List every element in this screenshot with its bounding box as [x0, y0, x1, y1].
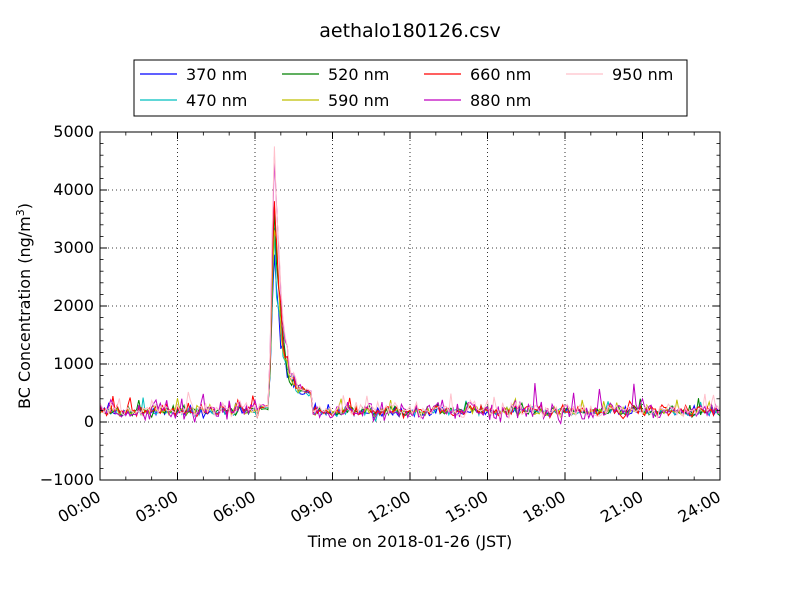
grid-lines: [100, 132, 720, 480]
y-tick-label: 5000: [53, 122, 94, 141]
chart-title: aethalo180126.csv: [319, 20, 501, 42]
x-tick-label: 09:00: [287, 487, 336, 527]
y-tick-label: 4000: [53, 180, 94, 199]
legend-label: 370 nm: [186, 65, 247, 84]
y-axis-label-main: BC Concentration (ng/m: [15, 216, 34, 409]
y-tick-label: 1000: [53, 354, 94, 373]
x-tick-label: 21:00: [597, 487, 646, 527]
y-axis-label: BC Concentration (ng/m3): [14, 203, 34, 409]
legend: 370 nm 470 nm 520 nm 590 nm 660 nm 880 nm 950 …: [133, 59, 688, 117]
legend-label: 660 nm: [470, 65, 531, 84]
x-tick-label: 15:00: [442, 487, 491, 527]
legend-label: 520 nm: [328, 65, 389, 84]
legend-label: 590 nm: [328, 91, 389, 110]
plot-area: −1000 0 1000 2000 3000 4000 5000 00:00 03:00 06:…: [40, 122, 724, 527]
y-axis-label-sup: 3: [14, 209, 27, 216]
series-lines: [100, 146, 720, 425]
x-tick-label: 12:00: [365, 487, 414, 527]
series-line-880-nm: [100, 156, 720, 425]
x-axis-label: Time on 2018-01-26 (JST): [307, 532, 512, 551]
series-line-950-nm: [100, 146, 720, 420]
y-tick-label: 3000: [53, 238, 94, 257]
legend-box: [133, 59, 688, 117]
x-tick-label: 03:00: [132, 487, 181, 527]
y-tick-label: −1000: [40, 470, 94, 489]
axis-ticks: [99, 131, 721, 481]
y-axis-label-tail: ): [15, 203, 34, 209]
x-tick-labels: 00:00 03:00 06:00 09:00 12:00 15:00 18:00 21:00…: [55, 487, 724, 527]
x-tick-label: 06:00: [210, 487, 259, 527]
legend-label: 470 nm: [186, 91, 247, 110]
x-tick-label: 00:00: [55, 487, 104, 527]
y-tick-label: 2000: [53, 296, 94, 315]
y-tick-labels: −1000 0 1000 2000 3000 4000 5000: [40, 122, 94, 489]
legend-label: 950 nm: [612, 65, 673, 84]
x-tick-label: 18:00: [520, 487, 569, 527]
legend-label: 880 nm: [470, 91, 531, 110]
y-tick-label: 0: [84, 412, 94, 431]
x-tick-label: 24:00: [675, 487, 724, 527]
